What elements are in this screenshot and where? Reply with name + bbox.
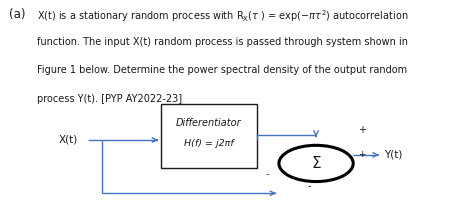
- Text: +: +: [357, 125, 365, 135]
- Text: X(t) is a stationary random process with $\mathregular{R_X}$($\tau$ ) = exp($-\p: X(t) is a stationary random process with…: [37, 8, 409, 24]
- FancyBboxPatch shape: [161, 104, 257, 168]
- Text: (a): (a): [9, 8, 26, 21]
- Text: Y(t): Y(t): [384, 150, 402, 160]
- Text: Differentiator: Differentiator: [176, 118, 242, 128]
- Text: process Y(t). [PYP AY2022-23]: process Y(t). [PYP AY2022-23]: [37, 94, 182, 104]
- Text: Σ: Σ: [311, 156, 321, 171]
- Text: X(t): X(t): [58, 135, 77, 145]
- Text: H(f) = j2πf: H(f) = j2πf: [184, 139, 234, 148]
- Text: function. The input X(t) random process is passed through system shown in: function. The input X(t) random process …: [37, 37, 408, 47]
- Text: -: -: [308, 182, 311, 192]
- Text: -: -: [266, 170, 269, 179]
- Text: +: +: [357, 149, 365, 159]
- Circle shape: [279, 145, 353, 182]
- Text: Figure 1 below. Determine the power spectral density of the output random: Figure 1 below. Determine the power spec…: [37, 65, 407, 75]
